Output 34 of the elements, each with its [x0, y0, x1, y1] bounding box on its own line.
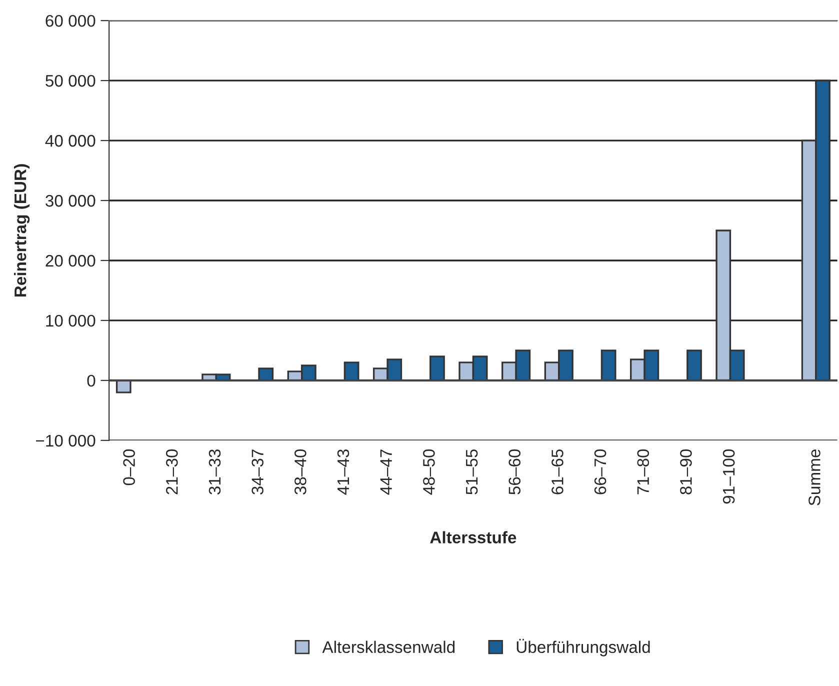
- y-tick-label: 60 000: [46, 14, 96, 27]
- x-tick-label: 71–80: [637, 449, 650, 494]
- y-tick-label: 20 000: [46, 254, 96, 267]
- x-tick-label: 61–65: [552, 449, 564, 494]
- y-tick-label: 0: [87, 374, 96, 387]
- bar: [600, 350, 616, 382]
- y-tick-label: 50 000: [46, 74, 96, 87]
- y-tick-label: 10 000: [46, 314, 96, 327]
- y-tick-label: −10 000: [36, 434, 96, 447]
- bar: [686, 350, 702, 382]
- y-tick-label: 40 000: [45, 134, 96, 147]
- x-tick-label: 41–43: [337, 449, 350, 495]
- x-tick-label: Summe: [808, 449, 820, 506]
- x-tick-label: 48–50: [423, 449, 435, 495]
- bar: [344, 362, 360, 382]
- x-tick-label: 44–47: [380, 450, 392, 495]
- legend-label: Altersklassenwald: [322, 640, 455, 654]
- x-tick-label: 31–33: [208, 449, 221, 494]
- y-tick-label: 30 000: [46, 194, 96, 207]
- bar: [116, 380, 132, 394]
- bar: [430, 356, 445, 382]
- x-tick-label: 91–100: [722, 449, 735, 504]
- x-tick-label: 21–30: [166, 449, 178, 494]
- x-axis-title: Altersstufe: [430, 531, 516, 544]
- x-tick-label: 66–70: [594, 449, 606, 494]
- x-tick-label: 0–20: [123, 449, 135, 486]
- x-tick-label: 51–55: [466, 449, 478, 494]
- x-tick-label: 34–37: [252, 450, 264, 494]
- y-axis-title: Reinertrag (EUR): [14, 164, 30, 297]
- x-tick-label: 38–40: [294, 449, 306, 494]
- bar: [258, 368, 274, 382]
- x-tick-label: 56–60: [508, 449, 521, 494]
- x-tick-label: 81–90: [680, 449, 692, 494]
- legend-label: Überführungswald: [516, 638, 650, 656]
